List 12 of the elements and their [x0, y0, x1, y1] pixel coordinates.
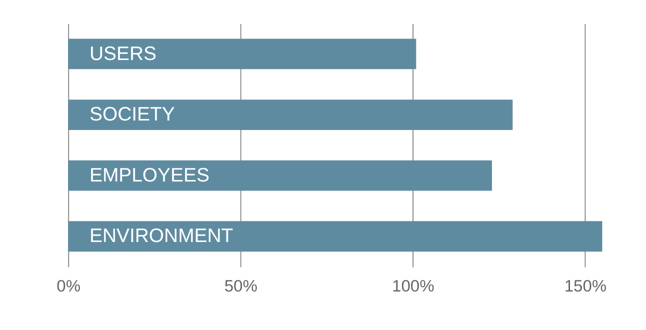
- y-tick-label: EMPLOYEES: [90, 164, 210, 186]
- bar: [68, 160, 492, 191]
- x-tick-label: 150%: [564, 276, 607, 296]
- x-tick-label: 100%: [392, 276, 435, 296]
- bar: [68, 38, 416, 70]
- bar: [68, 221, 602, 252]
- y-tick-label: SOCIETY: [90, 104, 175, 126]
- y-tick-label: USERS: [90, 42, 157, 65]
- bar: [68, 100, 513, 130]
- x-tick-label: 0%: [56, 276, 81, 296]
- y-tick-label: ENVIRONMENT: [90, 225, 234, 248]
- x-tick-label: 50%: [224, 276, 258, 296]
